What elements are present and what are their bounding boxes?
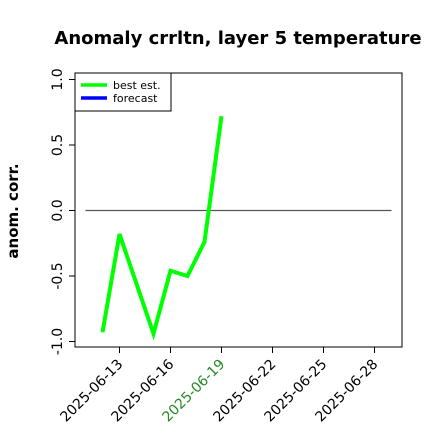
legend-label: forecast — [113, 92, 158, 105]
y-axis-label: anom. corr. — [4, 163, 22, 258]
chart-title: Anomaly crrltn, layer 5 temperature — [54, 28, 421, 49]
y-tick-label: 1.0 — [50, 68, 66, 90]
y-tick-label: -1.0 — [50, 328, 66, 355]
y-tick-label: 0.0 — [50, 199, 66, 221]
y-tick-label: -0.5 — [50, 262, 66, 289]
legend: best est.forecast — [74, 72, 172, 112]
series-line-best-est — [100, 115, 224, 341]
plot-area: -1.0-0.50.00.51.02025-06-132025-06-16202… — [50, 68, 403, 425]
legend-label: best est. — [113, 79, 161, 92]
y-tick-label: 0.5 — [50, 134, 66, 156]
legend-box — [74, 72, 172, 112]
